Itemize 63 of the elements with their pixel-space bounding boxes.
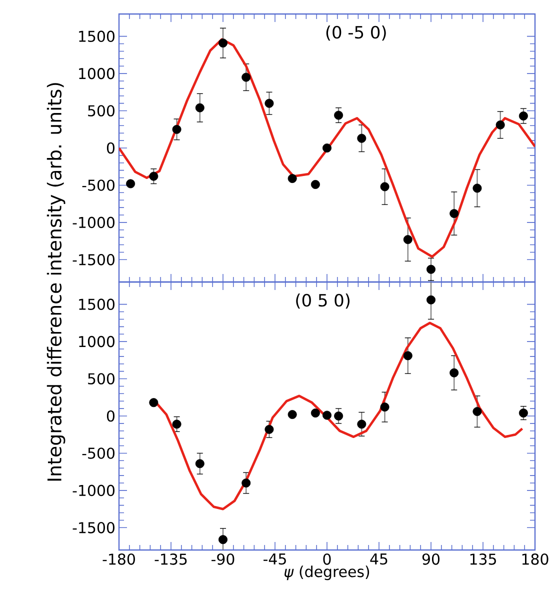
point [472,184,482,193]
y-tick-label: 1000 [79,68,114,80]
point [172,124,182,134]
y-tick-label: 500 [88,105,114,116]
point [334,110,344,120]
x-axis-title: ψ (degrees) [284,566,370,580]
x-tick-label: -180 [102,554,135,565]
y-axis-title: Integrated difference intensity (arb. units) [46,83,66,481]
point [426,264,436,274]
x-tick-label: 45 [370,554,388,565]
point [149,172,158,181]
point [472,407,482,416]
y-tick-label: -500 [82,448,114,459]
y-tick-label: 1500 [79,30,114,42]
point [126,179,136,188]
point [450,209,459,218]
x-tick-label: -90 [212,554,234,565]
point [357,134,366,143]
y-tick-label: -1000 [72,484,114,496]
point [218,38,228,48]
y-tick-label: -500 [82,180,114,191]
point [496,120,505,130]
point [242,478,251,488]
point [450,368,459,378]
y-tick-label: 1500 [79,298,114,310]
point [288,410,297,420]
point [322,143,332,152]
point [264,424,274,434]
point [357,420,366,429]
point [426,295,436,304]
point [403,351,412,360]
point [334,411,344,420]
point [310,408,320,418]
point [518,408,528,418]
annotation: (0 -5 0) [326,26,386,41]
annotation: (0 5 0) [296,294,350,309]
x-tick-label: -45 [264,554,286,565]
x-tick-label: 135 [470,554,496,565]
point [310,180,320,189]
y-tick-label: -1500 [72,254,114,266]
point [380,182,390,192]
point [518,111,528,120]
point [195,103,204,112]
point [195,459,204,468]
x-tick-label: -135 [154,554,187,565]
point [403,235,412,244]
point [288,174,297,184]
y-tick-label: 0 [106,142,114,154]
point [264,98,274,108]
x-tick-label: 0 [323,554,331,565]
y-tick-label: 500 [88,373,114,384]
y-tick-label: 1000 [79,336,114,348]
y-tick-label: -1000 [72,216,114,228]
point [172,420,182,429]
point [149,398,158,408]
y-tick-label: 0 [106,410,114,422]
x-tick-label: 90 [422,554,440,565]
y-tick-label: -1500 [72,522,114,534]
point [218,535,228,544]
point [242,72,251,82]
point [322,410,332,420]
x-tick-label: 180 [522,554,548,565]
point [380,402,390,412]
